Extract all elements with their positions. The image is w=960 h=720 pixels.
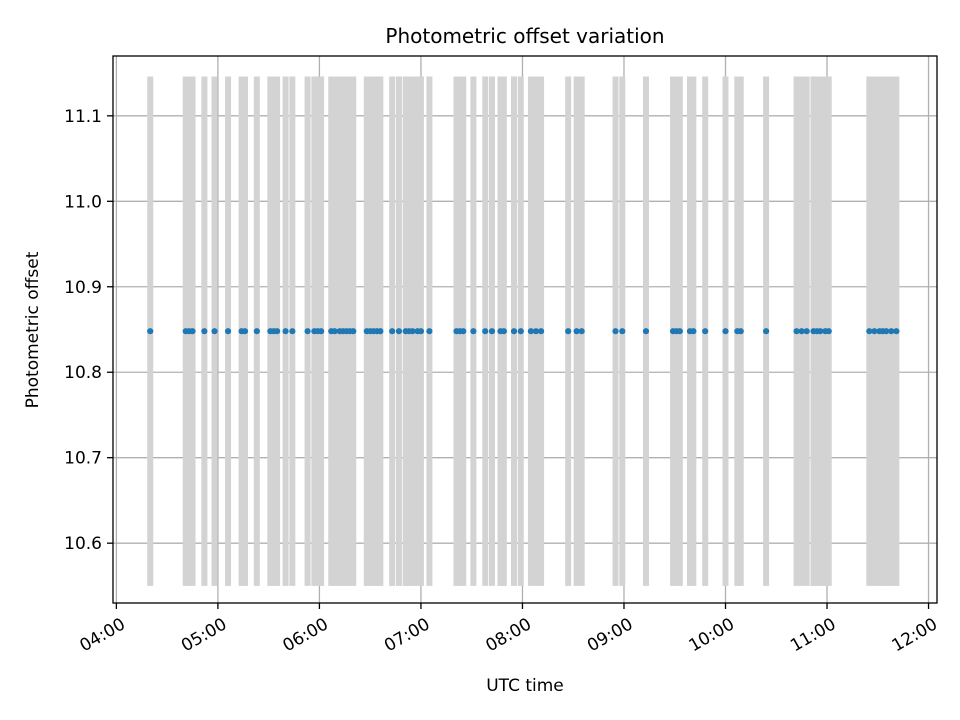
data-point: [763, 328, 770, 335]
data-point: [389, 328, 396, 335]
data-point: [893, 328, 900, 335]
data-point: [189, 328, 196, 335]
y-tick-label: 10.8: [64, 363, 102, 383]
data-point: [532, 328, 540, 335]
data-point: [888, 328, 895, 335]
data-point: [488, 328, 496, 335]
y-tick-label: 11.0: [64, 192, 102, 212]
data-point: [460, 328, 467, 335]
data-point: [578, 328, 585, 335]
x-tick-label: 09:00: [584, 614, 636, 656]
data-point: [871, 328, 878, 335]
data-point: [527, 328, 535, 335]
y-tick-label: 10.6: [64, 534, 102, 554]
data-point: [510, 328, 518, 335]
data-point: [289, 328, 296, 335]
y-tick-label: 10.7: [64, 449, 102, 469]
data-point: [224, 328, 232, 335]
x-tick-label: 08:00: [483, 614, 535, 656]
x-tick-label: 05:00: [178, 614, 230, 656]
data-point: [274, 328, 281, 335]
data-point: [702, 328, 709, 335]
data-point: [350, 328, 357, 335]
data-point: [883, 328, 890, 335]
data-point: [676, 328, 683, 335]
data-point: [318, 328, 325, 335]
x-tick-label: 10:00: [686, 614, 738, 656]
data-point: [825, 328, 832, 335]
data-point: [573, 328, 580, 335]
data-point: [793, 328, 800, 335]
y-tick-label: 10.9: [64, 278, 102, 298]
x-tick-label: 07:00: [381, 614, 433, 656]
data-point: [866, 328, 873, 335]
x-tick-label: 06:00: [279, 614, 331, 656]
data-point: [517, 328, 524, 335]
data-point: [241, 328, 249, 335]
data-point: [500, 328, 507, 335]
data-point: [537, 328, 545, 335]
data-point: [737, 328, 744, 335]
x-tick-label: 04:00: [76, 614, 128, 656]
data-point: [417, 328, 425, 335]
x-tick-label: 12:00: [889, 614, 941, 656]
x-tick-label: 11:00: [787, 614, 839, 656]
data-point: [211, 328, 218, 335]
plot-frame: [112, 55, 938, 604]
data-point: [642, 328, 650, 335]
data-point: [426, 328, 433, 335]
data-point: [612, 328, 619, 335]
data-point: [470, 328, 477, 335]
data-point: [619, 328, 626, 335]
y-tick-label: 11.1: [64, 107, 102, 127]
y-axis-title: Photometric offset: [23, 251, 43, 408]
data-point: [817, 328, 824, 335]
data-point: [304, 328, 311, 335]
data-point: [482, 328, 489, 335]
data-point: [147, 328, 154, 335]
data-point: [377, 328, 384, 335]
data-points: [147, 328, 900, 335]
chart-title: Photometric offset variation: [385, 24, 664, 48]
data-point: [798, 328, 805, 335]
data-point: [690, 328, 697, 335]
data-point: [201, 328, 208, 335]
data-point: [282, 328, 289, 335]
data-point: [722, 328, 729, 335]
data-point: [565, 328, 572, 335]
y-axis: 10.6 10.7 10.8 10.9 11.0 11.1: [64, 107, 113, 554]
data-point: [395, 328, 403, 335]
x-axis: 04:00 05:00 06:00 07:00 08:00 09:00 10:00 11:00…: [76, 603, 941, 656]
data-point: [803, 328, 810, 335]
data-point: [331, 328, 338, 335]
data-point: [253, 328, 260, 335]
x-axis-title: UTC time: [486, 676, 564, 696]
data-point: [409, 328, 416, 335]
